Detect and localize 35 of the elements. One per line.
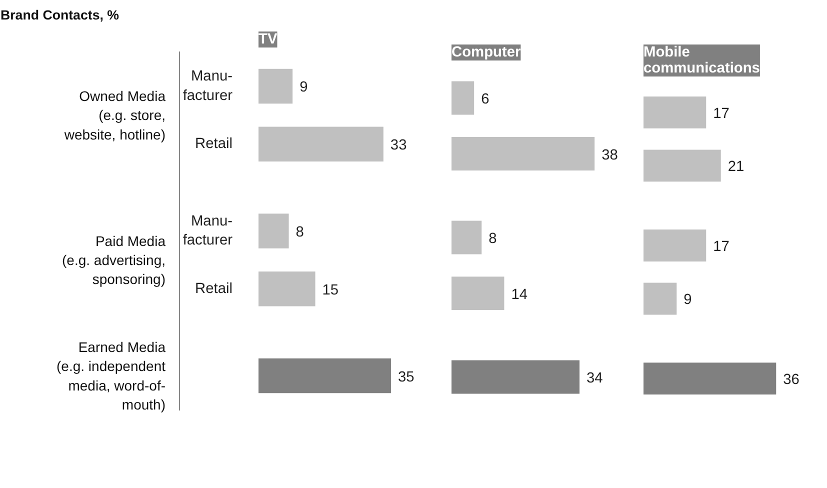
data-label: 9 [684, 292, 692, 308]
data-label: 35 [398, 369, 414, 386]
bar [452, 81, 474, 115]
data-label: 38 [602, 147, 618, 164]
y-tick-label: Retail [195, 136, 233, 152]
chart-subtitle: Mobile communications [644, 44, 760, 76]
text: Paid Media (e.g. advertising, sponsoring) [62, 232, 166, 288]
bar [644, 96, 706, 128]
data-label: 14 [511, 286, 528, 303]
data-label: 9 [300, 80, 308, 96]
data-label: 36 [783, 372, 800, 388]
chart-subtitle: Computer [452, 44, 522, 60]
bar [258, 358, 391, 394]
bar [452, 360, 580, 394]
data-label: 6 [481, 91, 490, 108]
data-label: 8 [488, 231, 497, 247]
y-tick-label: Retail [195, 280, 233, 297]
text: Brand Contacts, % [0, 8, 120, 22]
data-label: 15 [322, 282, 339, 298]
data-label: 33 [390, 138, 407, 154]
data-label: 17 [713, 239, 730, 255]
y-tick-label: Manu- facturer [182, 213, 233, 249]
bar [452, 220, 482, 254]
bar [258, 214, 289, 248]
bar [258, 68, 293, 104]
text: Owned Media (e.g. store, website, hotline) [63, 88, 166, 142]
data-label: 34 [586, 370, 603, 387]
data-label: 17 [713, 106, 730, 122]
bar [644, 362, 776, 395]
data-label: 21 [728, 159, 744, 176]
chart-subtitle: TV [258, 32, 278, 48]
data-label: 8 [296, 224, 304, 240]
bar [644, 230, 706, 262]
y-tick-label: Manu- facturer [182, 68, 233, 104]
text: Earned Media (e.g. independent media, word-of- mouth) [56, 338, 166, 413]
